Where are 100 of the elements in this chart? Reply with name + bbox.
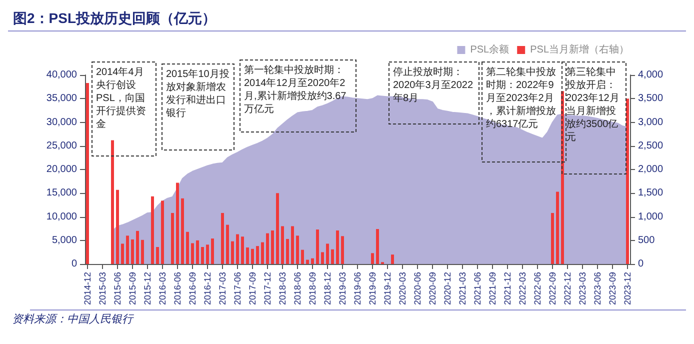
x-tick-label: 2019-12 (382, 272, 392, 306)
text: 资料来源：中国人民银行 (12, 312, 135, 326)
x-tick-label: 2018-03 (278, 272, 288, 306)
bar (111, 140, 114, 264)
x-tick-label: 2015-09 (128, 272, 138, 306)
chart-title: 图2：PSL投放历史回顾（亿元） (13, 10, 216, 26)
annotation: 第二轮集中投放时期：2022年9月至2023年2月，累计新增投放约6317亿元 (486, 66, 556, 130)
x-tick-label: 2019-03 (338, 272, 348, 306)
x-tick-label: 2016-06 (172, 272, 182, 306)
legend-label: PSL当月新增（右轴） (530, 44, 630, 56)
x-tick-label: 2022-06 (532, 272, 542, 306)
x-tick-label: 2019-09 (368, 272, 378, 306)
x-tick-label: 2020-03 (398, 272, 408, 306)
bar (291, 226, 294, 264)
x-tick-label: 2016-12 (202, 272, 212, 306)
bar (156, 246, 159, 264)
bar (296, 236, 299, 264)
x-tick-label: 2022-09 (548, 272, 558, 306)
x-tick-label: 2023-06 (592, 272, 602, 306)
bar (261, 242, 264, 264)
bar (141, 240, 144, 264)
x-tick-label: 2015-03 (98, 272, 108, 306)
bar (271, 230, 274, 264)
bar (256, 246, 259, 264)
bar (341, 236, 344, 264)
annotation: 2015年10月投放对象新增农发行和进出口银行 (165, 68, 230, 119)
bar (176, 182, 179, 264)
bar (226, 224, 229, 264)
x-tick-label: 2021-03 (458, 272, 468, 306)
x-tick-label: 2018-12 (322, 272, 332, 306)
y2-tick-label: 2,500 (638, 140, 664, 152)
bar (236, 234, 239, 264)
y2-tick-label: 2,000 (638, 164, 664, 175)
annotation: 第一轮集中投放时期：2014年12月至2020年2月,累计新增投放约3.67万亿元 (244, 64, 347, 115)
bar (221, 212, 224, 264)
bar (331, 249, 334, 264)
bar (206, 244, 209, 264)
x-tick-label: 2019-06 (352, 272, 362, 306)
x-tick-label: 2018-06 (292, 272, 302, 306)
y2-tick-label: 3,500 (638, 93, 664, 104)
y-tick-label: 20,000 (46, 164, 78, 175)
y-tick-label: 30,000 (46, 116, 78, 128)
x-tick-label: 2021-09 (488, 272, 498, 306)
bar (336, 230, 339, 264)
annotation: 2014年4月央行创设PSL，向国开行提供资金 (96, 66, 146, 130)
x-tick-label: 2016-03 (158, 272, 168, 306)
y2-tick-label: 0 (638, 258, 644, 270)
bar (191, 243, 194, 264)
y-tick-label: 15,000 (46, 188, 78, 199)
x-tick-label: 2016-09 (188, 272, 198, 306)
bar (231, 241, 234, 264)
bar (326, 244, 329, 264)
bar (181, 198, 184, 264)
y-tick-label: 35,000 (46, 93, 78, 104)
bar (161, 200, 164, 264)
bar (246, 247, 249, 264)
bar (121, 244, 124, 264)
bar (136, 230, 139, 264)
bar (376, 229, 379, 264)
bar (316, 230, 319, 264)
bar (281, 226, 284, 264)
bar (186, 232, 189, 264)
bar (86, 83, 89, 264)
bar (556, 192, 559, 264)
bar (126, 236, 129, 264)
x-tick-label: 2018-09 (308, 272, 318, 306)
annotation: 停止投放时期：2020年3月至2022年8月 (393, 66, 474, 104)
y-tick-label: 5,000 (52, 234, 78, 246)
bar (116, 190, 119, 264)
x-tick-label: 2022-03 (518, 272, 528, 306)
x-tick-label: 2023-03 (578, 272, 588, 306)
bar (201, 246, 204, 264)
bar (251, 248, 254, 264)
bar (626, 98, 629, 264)
y-tick-label: 0 (71, 258, 78, 270)
bar (311, 258, 314, 264)
x-tick-label: 2023-12 (622, 272, 632, 306)
bar (551, 212, 554, 264)
y2-tick-label: 500 (638, 234, 656, 246)
bar (151, 196, 154, 264)
legend-label: PSL余额 (470, 44, 510, 56)
y2-tick-label: 1,500 (638, 188, 664, 199)
bar (301, 250, 304, 264)
x-tick-label: 2017-12 (262, 272, 272, 306)
bar (241, 236, 244, 264)
x-tick-label: 2017-06 (232, 272, 242, 306)
x-tick-label: 2015-06 (112, 272, 122, 306)
y2-tick-label: 1,000 (638, 211, 664, 222)
bar (131, 239, 134, 264)
bar (196, 240, 199, 264)
x-tick-label: 2017-09 (248, 272, 258, 306)
x-tick-label: 2020-12 (442, 272, 452, 306)
x-tick-label: 2023-09 (608, 272, 618, 306)
y-tick-label: 25,000 (46, 140, 78, 152)
x-tick-label: 2021-06 (472, 272, 482, 306)
x-tick-label: 2020-06 (412, 272, 422, 306)
x-tick-label: 2021-12 (502, 272, 512, 306)
x-tick-label: 2014-12 (82, 272, 92, 306)
bar (266, 233, 269, 264)
x-tick-label: 2020-09 (428, 272, 438, 306)
